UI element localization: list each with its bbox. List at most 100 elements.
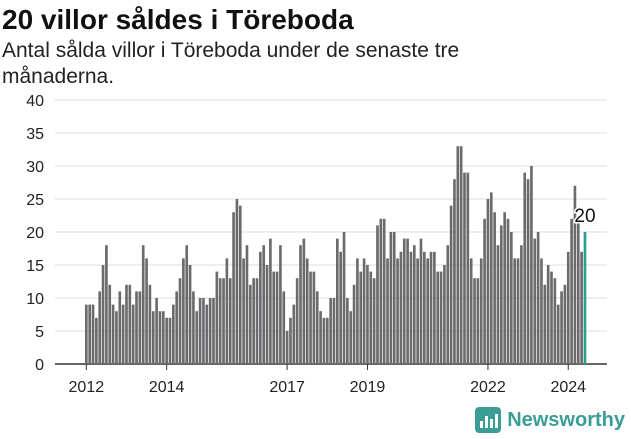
bar: [530, 166, 533, 364]
bar: [192, 291, 195, 364]
bar: [182, 258, 185, 364]
bar: [322, 317, 326, 364]
y-tick-label: 5: [35, 324, 44, 341]
y-axis: 0 5 10 15 20 25 30 35 40: [26, 93, 44, 374]
bar: [459, 146, 463, 364]
bar: [131, 304, 135, 364]
bar: [550, 271, 553, 364]
bar: [533, 238, 537, 364]
bar: [168, 317, 172, 364]
newsworthy-logo: Newsworthy: [475, 407, 625, 433]
bar: [198, 298, 202, 364]
bar: [319, 311, 322, 364]
bar: [570, 218, 573, 364]
bar: [269, 238, 272, 364]
bar: [232, 212, 235, 364]
bar: [356, 258, 359, 364]
bar: [399, 251, 403, 364]
bar: [128, 284, 132, 364]
bar: [275, 271, 279, 364]
bar: [121, 304, 125, 364]
bar: [406, 238, 409, 364]
brand-name: Newsworthy: [507, 408, 625, 431]
x-tick-label: 2017: [269, 379, 305, 396]
bar: [376, 225, 379, 364]
bar: [205, 304, 209, 364]
bar: [573, 185, 577, 364]
bar: [342, 232, 346, 364]
bar: [265, 265, 269, 364]
bar: [178, 278, 182, 364]
bar: [188, 265, 192, 364]
bar: [135, 291, 138, 364]
bar: [536, 232, 540, 364]
bar: [98, 291, 102, 364]
bar: [252, 278, 255, 364]
bar: [499, 225, 503, 364]
bar: [95, 317, 98, 364]
bar: [436, 271, 440, 364]
bar: [546, 265, 550, 364]
y-tick-label: 0: [35, 357, 44, 374]
bar: [392, 232, 396, 364]
bar: [195, 311, 199, 364]
bar: [453, 179, 456, 364]
bar: [315, 291, 319, 364]
bar: [516, 258, 520, 364]
bar: [449, 205, 453, 364]
x-axis: 2012 2014 2017 2019 2022 2024: [69, 364, 586, 396]
bar: [419, 238, 423, 364]
bar: [101, 265, 105, 364]
y-tick-label: 40: [26, 93, 44, 110]
bar: [165, 317, 168, 364]
bar: [88, 304, 91, 364]
bar: [493, 212, 496, 364]
bar: [486, 199, 490, 364]
bar: [423, 251, 426, 364]
bar: [520, 245, 523, 364]
bar: [111, 304, 115, 364]
bar: [245, 245, 249, 364]
bar: [238, 205, 242, 364]
bar: [279, 245, 282, 364]
bar: [352, 284, 356, 364]
bar: [309, 271, 312, 364]
bar: [108, 284, 112, 364]
x-tick-label: 2019: [350, 379, 386, 396]
bar: [255, 278, 259, 364]
bar: [386, 258, 389, 364]
bar: [145, 258, 148, 364]
bar: [523, 172, 527, 364]
y-tick-label: 25: [26, 192, 44, 209]
chart-subtitle: Antal sålda villor i Töreboda under de s…: [2, 39, 460, 88]
bar: [115, 311, 118, 364]
bar: [259, 251, 262, 364]
bar: [151, 311, 155, 364]
bar: [366, 265, 369, 364]
bar: [543, 284, 547, 364]
bar: [312, 271, 316, 364]
x-tick-label: 2024: [550, 379, 586, 396]
bar: [141, 245, 145, 364]
bar: [556, 304, 560, 364]
bar: [359, 271, 363, 364]
bars: [85, 146, 587, 364]
bar: [402, 238, 406, 364]
x-tick-label: 2022: [470, 379, 506, 396]
bar: [175, 291, 179, 364]
bar: [446, 245, 450, 364]
bar: [329, 298, 332, 364]
bar: [489, 192, 493, 364]
bar: [426, 258, 430, 364]
bar: [379, 218, 383, 364]
bar: [215, 271, 219, 364]
chart-title: 20 villor såldes i Töreboda: [2, 4, 354, 35]
bar: [148, 284, 152, 364]
bar: [158, 311, 162, 364]
bar: [563, 284, 567, 364]
bar: [466, 172, 470, 364]
x-tick-label: 2012: [69, 379, 105, 396]
bar: [433, 251, 436, 364]
bar: [336, 238, 339, 364]
